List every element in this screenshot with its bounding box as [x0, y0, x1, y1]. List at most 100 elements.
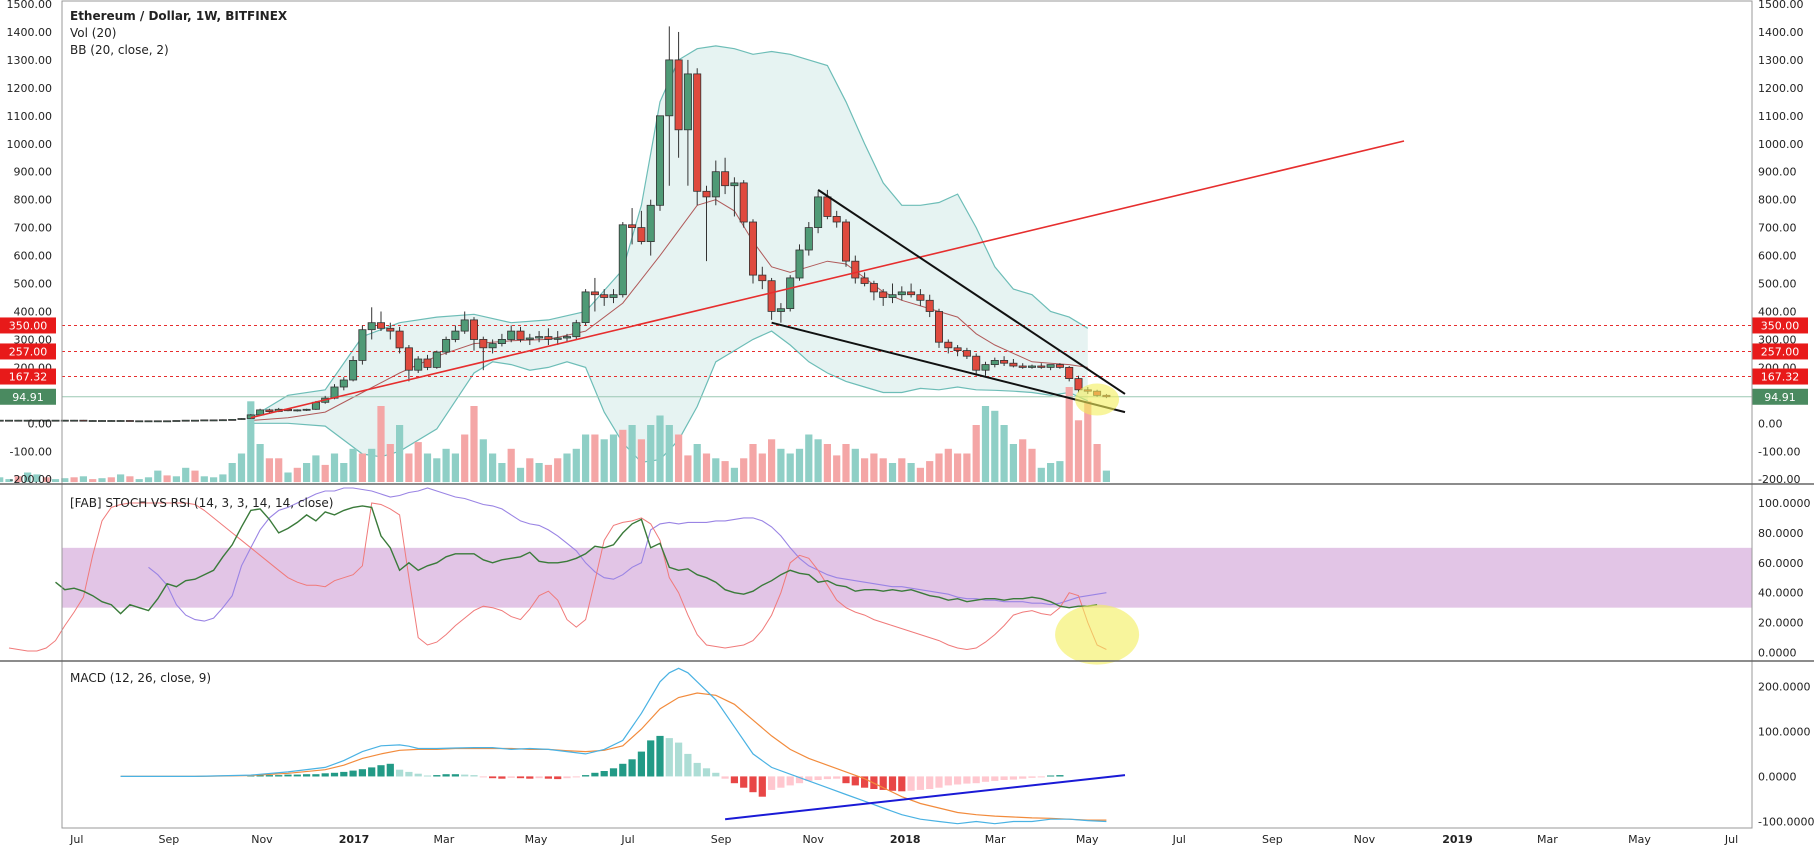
candle[interactable]: [535, 331, 544, 343]
candle[interactable]: [656, 115, 665, 211]
candle[interactable]: [135, 420, 144, 423]
candle[interactable]: [79, 419, 88, 422]
macd-trendline[interactable]: [724, 774, 1126, 821]
candle[interactable]: [1000, 356, 1009, 366]
candle[interactable]: [376, 311, 385, 332]
candle[interactable]: [172, 420, 181, 422]
candle[interactable]: [581, 289, 590, 326]
candle[interactable]: [0, 419, 4, 422]
candle[interactable]: [395, 326, 404, 354]
candle[interactable]: [42, 419, 51, 422]
candle[interactable]: [404, 345, 413, 382]
candle[interactable]: [879, 289, 888, 306]
candle[interactable]: [1018, 363, 1027, 369]
candle[interactable]: [442, 336, 451, 355]
candle[interactable]: [814, 191, 823, 234]
candle[interactable]: [153, 420, 162, 423]
candle[interactable]: [683, 59, 692, 186]
candle[interactable]: [860, 272, 869, 287]
candle[interactable]: [116, 420, 125, 422]
candle[interactable]: [758, 266, 767, 290]
candle[interactable]: [1065, 365, 1074, 382]
candle[interactable]: [990, 357, 999, 368]
candle[interactable]: [618, 222, 627, 298]
candle[interactable]: [786, 275, 795, 312]
candle[interactable]: [386, 322, 395, 340]
candle[interactable]: [525, 333, 534, 346]
candle[interactable]: [730, 177, 739, 217]
candle[interactable]: [237, 418, 246, 420]
wedge-upper-line[interactable]: [817, 189, 1126, 395]
candle[interactable]: [293, 409, 302, 412]
candle[interactable]: [702, 185, 711, 262]
candle[interactable]: [646, 199, 655, 256]
candle[interactable]: [516, 326, 525, 343]
candle[interactable]: [628, 208, 637, 245]
candle[interactable]: [888, 283, 897, 304]
candle[interactable]: [432, 350, 441, 369]
candle[interactable]: [609, 289, 618, 304]
candle[interactable]: [228, 418, 237, 421]
candle[interactable]: [70, 419, 79, 422]
candle[interactable]: [507, 325, 516, 343]
candle[interactable]: [907, 283, 916, 298]
candle[interactable]: [600, 289, 609, 306]
candle[interactable]: [339, 377, 348, 391]
candle[interactable]: [590, 277, 599, 312]
candle[interactable]: [209, 419, 218, 422]
candle[interactable]: [767, 277, 776, 320]
candle[interactable]: [897, 286, 906, 301]
candle[interactable]: [935, 308, 944, 348]
candle[interactable]: [795, 244, 804, 281]
candle[interactable]: [414, 356, 423, 373]
candle[interactable]: [98, 420, 107, 422]
candle[interactable]: [544, 328, 553, 346]
candle[interactable]: [572, 319, 581, 340]
candle[interactable]: [144, 420, 153, 423]
candle[interactable]: [972, 353, 981, 376]
candle[interactable]: [776, 303, 785, 323]
candle[interactable]: [693, 68, 702, 206]
candle[interactable]: [460, 311, 469, 334]
candle[interactable]: [869, 280, 878, 301]
candle[interactable]: [563, 333, 572, 343]
candle[interactable]: [423, 354, 432, 371]
candle[interactable]: [953, 345, 962, 357]
candle[interactable]: [349, 356, 358, 382]
candle[interactable]: [665, 26, 674, 186]
candle[interactable]: [190, 419, 199, 422]
candle[interactable]: [1009, 359, 1018, 368]
candle[interactable]: [358, 325, 367, 365]
candle[interactable]: [925, 294, 934, 318]
candle[interactable]: [23, 419, 32, 422]
candle[interactable]: [804, 222, 813, 256]
candle[interactable]: [739, 180, 748, 228]
candle[interactable]: [721, 157, 730, 195]
macd-panel[interactable]: 200.0000 100.0000 0.0000 -100.0000: [120, 667, 1814, 828]
candle[interactable]: [163, 420, 172, 423]
candle[interactable]: [5, 419, 13, 422]
candle[interactable]: [200, 419, 209, 422]
price-panel[interactable]: 1500.00 1500.00 1400.00 1400.00 1300.00 1300.…: [0, 0, 1808, 486]
candle[interactable]: [944, 339, 953, 354]
candle[interactable]: [125, 420, 134, 422]
candle[interactable]: [451, 325, 460, 343]
candle[interactable]: [32, 419, 41, 422]
candle[interactable]: [637, 210, 646, 245]
candle[interactable]: [265, 408, 274, 413]
candle[interactable]: [88, 420, 97, 422]
stoch-rsi-panel[interactable]: 100.0000 80.0000 60.0000 40.0000 20.0000 0.00…: [8, 487, 1811, 665]
candle[interactable]: [851, 255, 860, 284]
candle[interactable]: [367, 307, 376, 340]
candle[interactable]: [1046, 364, 1055, 371]
candle[interactable]: [832, 210, 841, 228]
candle[interactable]: [1074, 375, 1083, 393]
candle[interactable]: [711, 160, 720, 206]
candle[interactable]: [60, 419, 69, 422]
candle[interactable]: [1037, 363, 1046, 369]
candle[interactable]: [497, 333, 506, 347]
candle[interactable]: [842, 219, 851, 267]
wedge-lower-line[interactable]: [771, 321, 1126, 414]
candle[interactable]: [479, 336, 488, 371]
candle[interactable]: [488, 339, 497, 354]
